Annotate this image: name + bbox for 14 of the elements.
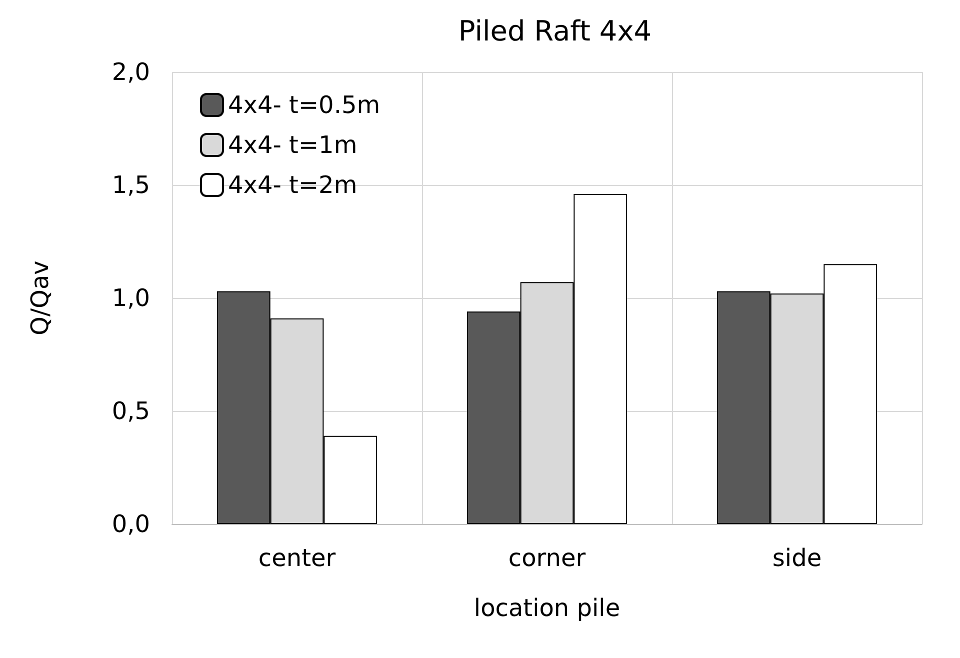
y-tick-label: 2,0	[112, 58, 150, 86]
y-tick-label: 0,0	[112, 510, 150, 538]
legend-label: 4x4- t=2m	[228, 171, 358, 199]
legend-label: 4x4- t=0.5m	[228, 91, 380, 119]
x-axis-title: location pile	[474, 594, 620, 622]
y-tick-label: 1,5	[112, 171, 150, 199]
chart-title: Piled Raft 4x4	[458, 14, 652, 48]
y-tick-label: 1,0	[112, 284, 150, 312]
x-tick-label: corner	[508, 544, 586, 572]
y-axis-title: Q/Qav	[26, 260, 54, 336]
legend-label: 4x4- t=1m	[228, 131, 358, 159]
x-tick-label: center	[258, 544, 336, 572]
x-tick-label: side	[772, 544, 822, 572]
y-tick-label: 0,5	[112, 397, 150, 425]
